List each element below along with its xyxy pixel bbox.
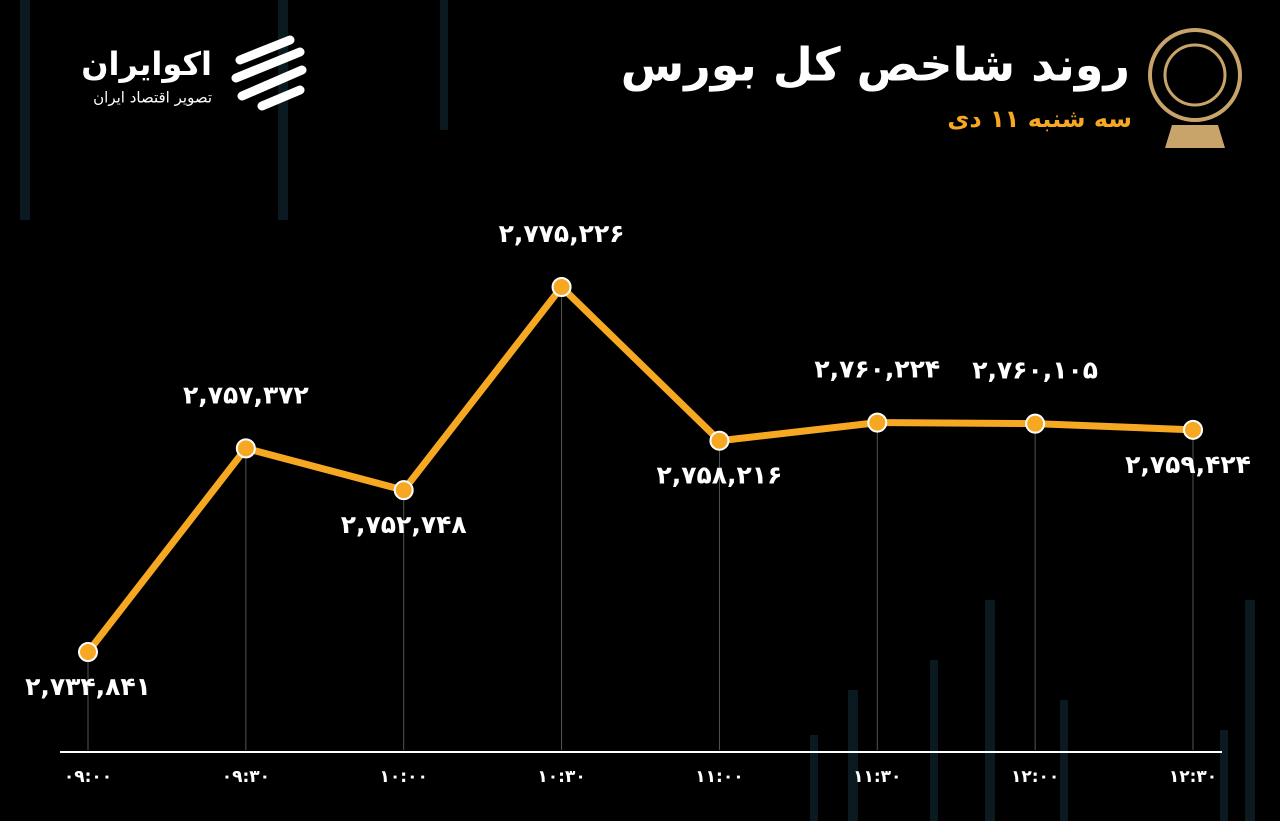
data-point (235, 438, 256, 459)
data-point (1183, 419, 1203, 440)
value-label: ۲,۷۶۰,۲۲۴ (814, 355, 940, 384)
data-point (78, 642, 98, 663)
value-label: ۲,۷۷۵,۲۲۶ (499, 219, 625, 248)
logo-name: اکوایران (81, 45, 212, 83)
x-tick-label: ۰۹:۰۰ (64, 767, 112, 787)
logo-icon (231, 35, 307, 111)
x-tick-label: ۱۱:۰۰ (695, 767, 743, 787)
logo-tagline: تصویر اقتصاد ایران (93, 89, 212, 107)
x-tick-label: ۱۱:۳۰ (853, 767, 901, 787)
decor-bars (20, 0, 1255, 821)
value-label: ۲,۷۵۷,۳۷۲ (183, 380, 309, 409)
data-point (867, 412, 888, 433)
x-tick-label: ۰۹:۳۰ (222, 767, 270, 787)
value-label: ۲,۷۵۹,۴۲۴ (1125, 450, 1251, 479)
data-point (1025, 413, 1046, 434)
data-point (393, 480, 414, 501)
series-line (85, 283, 1194, 655)
x-tick-label: ۱۲:۳۰ (1169, 767, 1217, 787)
data-point (709, 430, 730, 451)
chart-title: روند شاخص کل بورس (621, 38, 1130, 92)
x-tick-label: ۱۰:۳۰ (537, 767, 585, 787)
value-label: ۲,۷۳۴,۸۴۱ (25, 672, 151, 701)
data-point (551, 276, 572, 297)
x-tick-label: ۱۰:۰۰ (380, 767, 428, 787)
chart-subtitle: سه شنبه ۱۱ دی (947, 105, 1132, 133)
x-tick-label: ۱۲:۰۰ (1011, 767, 1059, 787)
value-label: ۲,۷۶۰,۱۰۵ (972, 356, 1098, 385)
value-label: ۲,۷۵۲,۷۴۸ (341, 510, 467, 539)
value-label: ۲,۷۵۸,۲۱۶ (657, 461, 783, 490)
emblem (1148, 28, 1242, 148)
